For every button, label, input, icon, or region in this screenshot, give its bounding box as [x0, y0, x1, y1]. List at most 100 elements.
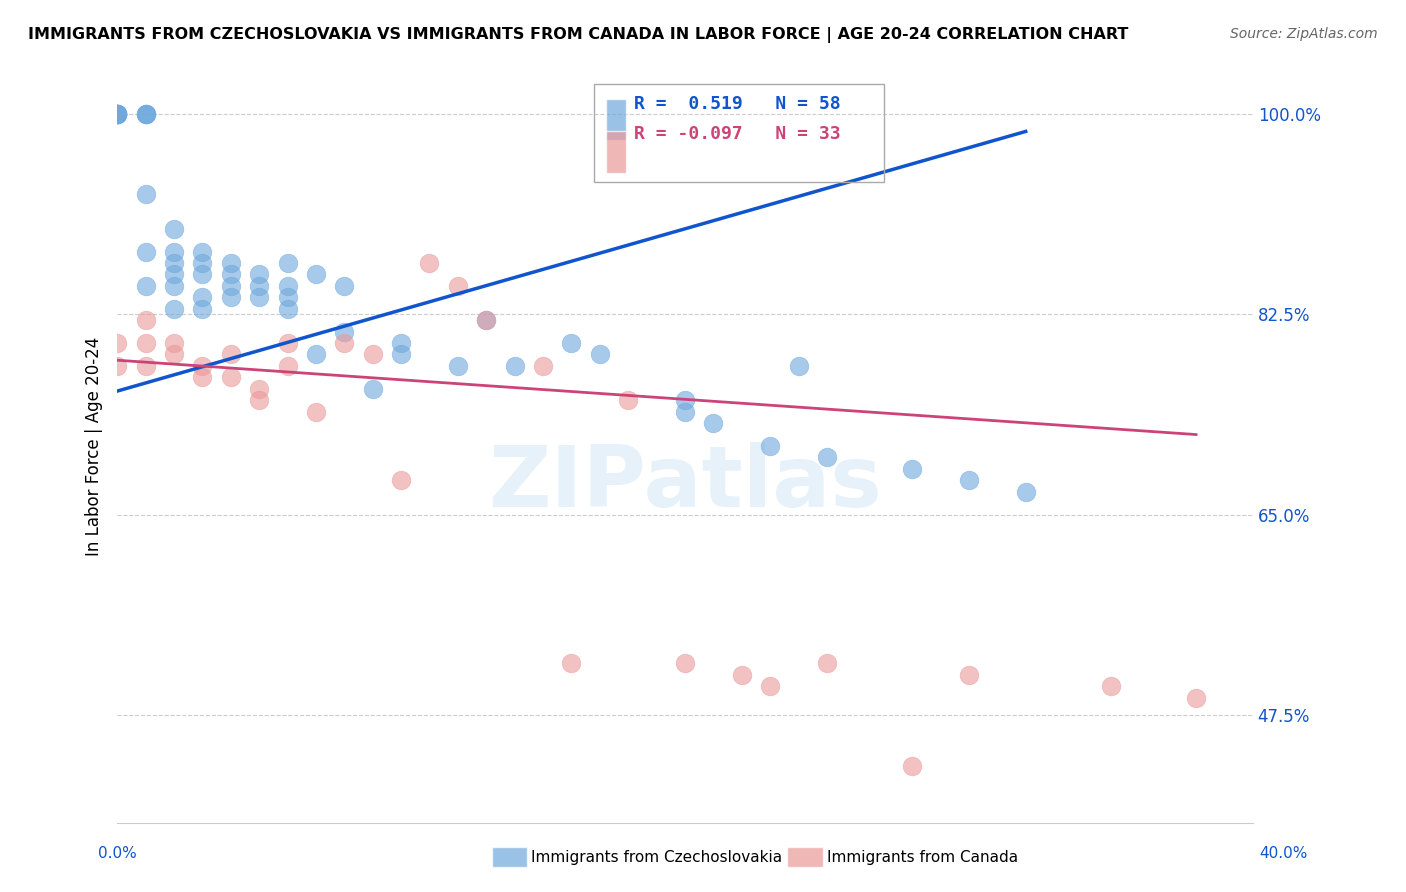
Point	[105, 107, 128, 121]
Point	[673, 393, 696, 408]
Point	[361, 382, 384, 396]
Point	[447, 359, 470, 373]
Point	[247, 268, 270, 282]
Point	[815, 450, 838, 465]
Point	[135, 107, 157, 121]
Point	[191, 290, 214, 304]
Point	[163, 278, 186, 293]
Text: IMMIGRANTS FROM CZECHOSLOVAKIA VS IMMIGRANTS FROM CANADA IN LABOR FORCE | AGE 20: IMMIGRANTS FROM CZECHOSLOVAKIA VS IMMIGR…	[28, 27, 1129, 43]
Point	[560, 336, 582, 351]
Point	[191, 359, 214, 373]
Point	[163, 268, 186, 282]
Point	[447, 278, 470, 293]
Point	[957, 667, 980, 681]
Point	[105, 107, 128, 121]
Text: 0.0%: 0.0%	[98, 846, 138, 861]
Point	[759, 439, 782, 453]
Point	[1015, 484, 1038, 499]
Point	[901, 462, 924, 476]
Text: Immigrants from Czechoslovakia: Immigrants from Czechoslovakia	[531, 850, 783, 864]
Point	[135, 244, 157, 259]
FancyBboxPatch shape	[606, 131, 626, 173]
Point	[277, 301, 299, 316]
Point	[163, 336, 186, 351]
Point	[163, 301, 186, 316]
Point	[163, 347, 186, 361]
Point	[105, 107, 128, 121]
Point	[219, 290, 242, 304]
Point	[815, 657, 838, 671]
Point	[673, 405, 696, 419]
Text: Immigrants from Canada: Immigrants from Canada	[827, 850, 1018, 864]
Point	[361, 347, 384, 361]
Point	[247, 382, 270, 396]
Point	[1185, 690, 1208, 705]
Point	[731, 667, 754, 681]
Point	[105, 107, 128, 121]
Point	[759, 679, 782, 693]
Point	[105, 336, 128, 351]
Point	[135, 107, 157, 121]
Point	[277, 278, 299, 293]
Point	[135, 278, 157, 293]
Point	[277, 359, 299, 373]
Point	[305, 268, 328, 282]
Point	[191, 370, 214, 384]
Point	[277, 290, 299, 304]
Point	[247, 290, 270, 304]
Point	[389, 473, 412, 487]
Point	[135, 107, 157, 121]
Point	[589, 347, 612, 361]
Point	[219, 347, 242, 361]
Point	[219, 278, 242, 293]
Text: 40.0%: 40.0%	[1260, 846, 1308, 861]
Point	[475, 313, 498, 327]
Point	[1099, 679, 1122, 693]
Y-axis label: In Labor Force | Age 20-24: In Labor Force | Age 20-24	[86, 336, 103, 556]
Point	[305, 405, 328, 419]
Point	[105, 107, 128, 121]
Point	[503, 359, 526, 373]
Point	[191, 268, 214, 282]
Point	[787, 359, 810, 373]
Point	[105, 107, 128, 121]
FancyBboxPatch shape	[606, 99, 626, 140]
Point	[219, 256, 242, 270]
Point	[135, 359, 157, 373]
Point	[305, 347, 328, 361]
Point	[389, 336, 412, 351]
Point	[163, 256, 186, 270]
Point	[333, 278, 356, 293]
Point	[191, 244, 214, 259]
Point	[475, 313, 498, 327]
Point	[191, 256, 214, 270]
Point	[247, 278, 270, 293]
Point	[135, 187, 157, 202]
Point	[105, 359, 128, 373]
Point	[277, 256, 299, 270]
Text: R =  0.519   N = 58: R = 0.519 N = 58	[634, 95, 841, 113]
Point	[247, 393, 270, 408]
Point	[135, 336, 157, 351]
Point	[105, 107, 128, 121]
Point	[105, 107, 128, 121]
Point	[135, 313, 157, 327]
Point	[219, 268, 242, 282]
Point	[277, 336, 299, 351]
Point	[333, 336, 356, 351]
Text: Source: ZipAtlas.com: Source: ZipAtlas.com	[1230, 27, 1378, 41]
Point	[105, 107, 128, 121]
Point	[560, 657, 582, 671]
Point	[333, 325, 356, 339]
Point	[191, 301, 214, 316]
Point	[418, 256, 440, 270]
Point	[957, 473, 980, 487]
Point	[389, 347, 412, 361]
Point	[617, 393, 640, 408]
Point	[219, 370, 242, 384]
Point	[163, 221, 186, 235]
Text: R = -0.097   N = 33: R = -0.097 N = 33	[634, 125, 841, 143]
Point	[702, 416, 724, 430]
Point	[901, 759, 924, 773]
Point	[163, 244, 186, 259]
